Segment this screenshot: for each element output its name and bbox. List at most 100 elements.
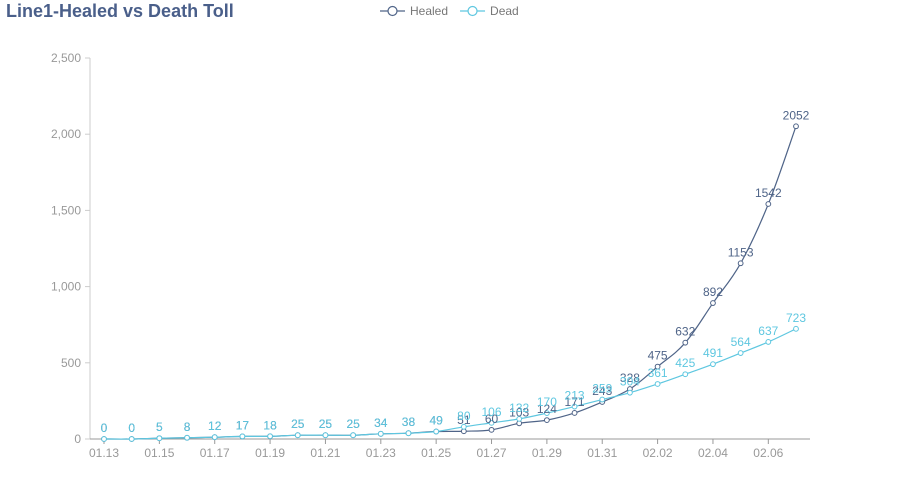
dead-data-label: 564 xyxy=(731,335,751,349)
dead-data-label: 425 xyxy=(675,356,695,370)
dead-point[interactable] xyxy=(654,381,661,387)
healed-data-label: 892 xyxy=(703,285,723,299)
y-tick-label: 2,500 xyxy=(51,51,81,65)
healed-data-label: 1542 xyxy=(755,186,782,200)
legend-marker-healed xyxy=(387,5,398,17)
dead-point[interactable] xyxy=(128,436,135,442)
healed-data-label: 171 xyxy=(565,395,585,409)
dead-point[interactable] xyxy=(765,339,772,345)
healed-data-label: 243 xyxy=(592,384,612,398)
x-tick-label: 01.13 xyxy=(89,446,119,460)
healed-point[interactable] xyxy=(488,426,495,433)
dead-data-label: 132 xyxy=(509,401,529,415)
dead-data-label: 25 xyxy=(346,417,360,431)
x-tick-label: 01.15 xyxy=(144,446,174,460)
dead-data-label: 25 xyxy=(319,417,333,431)
dead-point[interactable] xyxy=(710,361,716,368)
healed-data-label: 328 xyxy=(620,371,640,385)
healed-data-label: 34 xyxy=(374,416,388,430)
healed-point[interactable] xyxy=(765,201,772,207)
dead-point[interactable] xyxy=(350,432,357,439)
legend-marker-dead xyxy=(467,5,478,17)
dead-point[interactable] xyxy=(156,435,163,442)
healed-data-label: 5 xyxy=(156,420,163,434)
healed-point[interactable] xyxy=(543,417,550,424)
dead-point[interactable] xyxy=(543,410,550,416)
healed-point[interactable] xyxy=(571,410,578,416)
data-labels-layer: 0 0 5 8 12 17 18 25 25 25 34 38 49 51 60 103 124 171 243 32… xyxy=(101,108,810,435)
dead-data-label: 0 xyxy=(128,421,135,435)
healed-point[interactable] xyxy=(682,339,689,346)
healed-point[interactable] xyxy=(710,300,716,306)
dead-data-label: 38 xyxy=(402,415,416,429)
dead-data-label: 12 xyxy=(208,419,222,433)
dead-data-label: 106 xyxy=(482,405,502,419)
healed-point[interactable] xyxy=(654,363,661,370)
healed-point[interactable] xyxy=(793,123,799,130)
dead-point[interactable] xyxy=(460,423,467,430)
dead-data-label: 25 xyxy=(291,417,305,431)
legend-item-healed[interactable]: Healed xyxy=(380,4,448,18)
x-tick-label: 01.31 xyxy=(587,446,617,460)
healed-data-label: 632 xyxy=(675,325,695,339)
healed-data-label: 38 xyxy=(402,415,416,429)
dead-data-label: 213 xyxy=(565,389,585,403)
dead-point[interactable] xyxy=(516,415,523,422)
dead-point[interactable] xyxy=(599,396,606,403)
dead-point[interactable] xyxy=(377,430,384,437)
dead-point[interactable] xyxy=(433,428,440,435)
y-tick-label: 1,500 xyxy=(51,203,81,217)
healed-data-label: 18 xyxy=(263,418,277,432)
healed-data-label: 8 xyxy=(184,420,191,434)
dead-point[interactable] xyxy=(682,371,689,378)
chart-title: Line1-Healed vs Death Toll xyxy=(6,1,234,21)
y-tick-label: 500 xyxy=(61,356,81,370)
x-tick-label: 02.06 xyxy=(753,446,783,460)
x-tick-label: 02.02 xyxy=(643,446,673,460)
healed-data-label: 25 xyxy=(319,417,333,431)
dead-point[interactable] xyxy=(239,433,246,440)
dead-point[interactable] xyxy=(405,430,412,437)
dead-point[interactable] xyxy=(101,436,107,442)
dead-data-label: 637 xyxy=(758,324,778,338)
dead-point[interactable] xyxy=(322,432,329,439)
legend-item-dead[interactable]: Dead xyxy=(460,4,519,18)
healed-data-label: 1153 xyxy=(728,245,754,259)
x-tick-label: 01.21 xyxy=(310,446,340,460)
dead-data-label: 0 xyxy=(101,421,108,435)
dead-data-label: 304 xyxy=(620,375,640,389)
healed-data-label: 25 xyxy=(346,417,360,431)
x-tick-label: 01.29 xyxy=(532,446,562,460)
dead-data-label: 491 xyxy=(703,346,723,360)
dead-point[interactable] xyxy=(294,432,301,439)
dead-point[interactable] xyxy=(267,433,273,440)
dead-data-label: 18 xyxy=(263,418,277,432)
dead-data-label: 170 xyxy=(537,395,557,409)
dead-data-label: 259 xyxy=(592,382,612,396)
healed-data-label: 49 xyxy=(429,414,443,428)
dead-data-label: 8 xyxy=(184,420,191,434)
x-tick-label: 01.17 xyxy=(200,446,230,460)
dead-point[interactable] xyxy=(571,403,578,410)
dead-point[interactable] xyxy=(793,325,799,332)
y-tick-label: 1,000 xyxy=(51,280,81,294)
dead-point[interactable] xyxy=(488,419,495,426)
healed-point[interactable] xyxy=(737,260,744,267)
x-tick-label: 01.25 xyxy=(421,446,451,460)
x-tick-label: 01.19 xyxy=(255,446,285,460)
dead-point[interactable] xyxy=(627,389,633,396)
legend-label-dead: Dead xyxy=(490,4,519,18)
healed-data-label: 25 xyxy=(291,417,305,431)
legend[interactable]: Healed Dead xyxy=(380,4,519,18)
healed-series-line xyxy=(103,126,797,440)
x-tick-label: 01.23 xyxy=(366,446,396,460)
dead-data-label: 17 xyxy=(236,418,250,432)
dead-point[interactable] xyxy=(184,434,190,441)
dead-data-label: 5 xyxy=(156,420,163,434)
dead-point[interactable] xyxy=(211,434,218,441)
dead-point[interactable] xyxy=(737,350,744,356)
healed-data-label: 0 xyxy=(101,421,108,435)
